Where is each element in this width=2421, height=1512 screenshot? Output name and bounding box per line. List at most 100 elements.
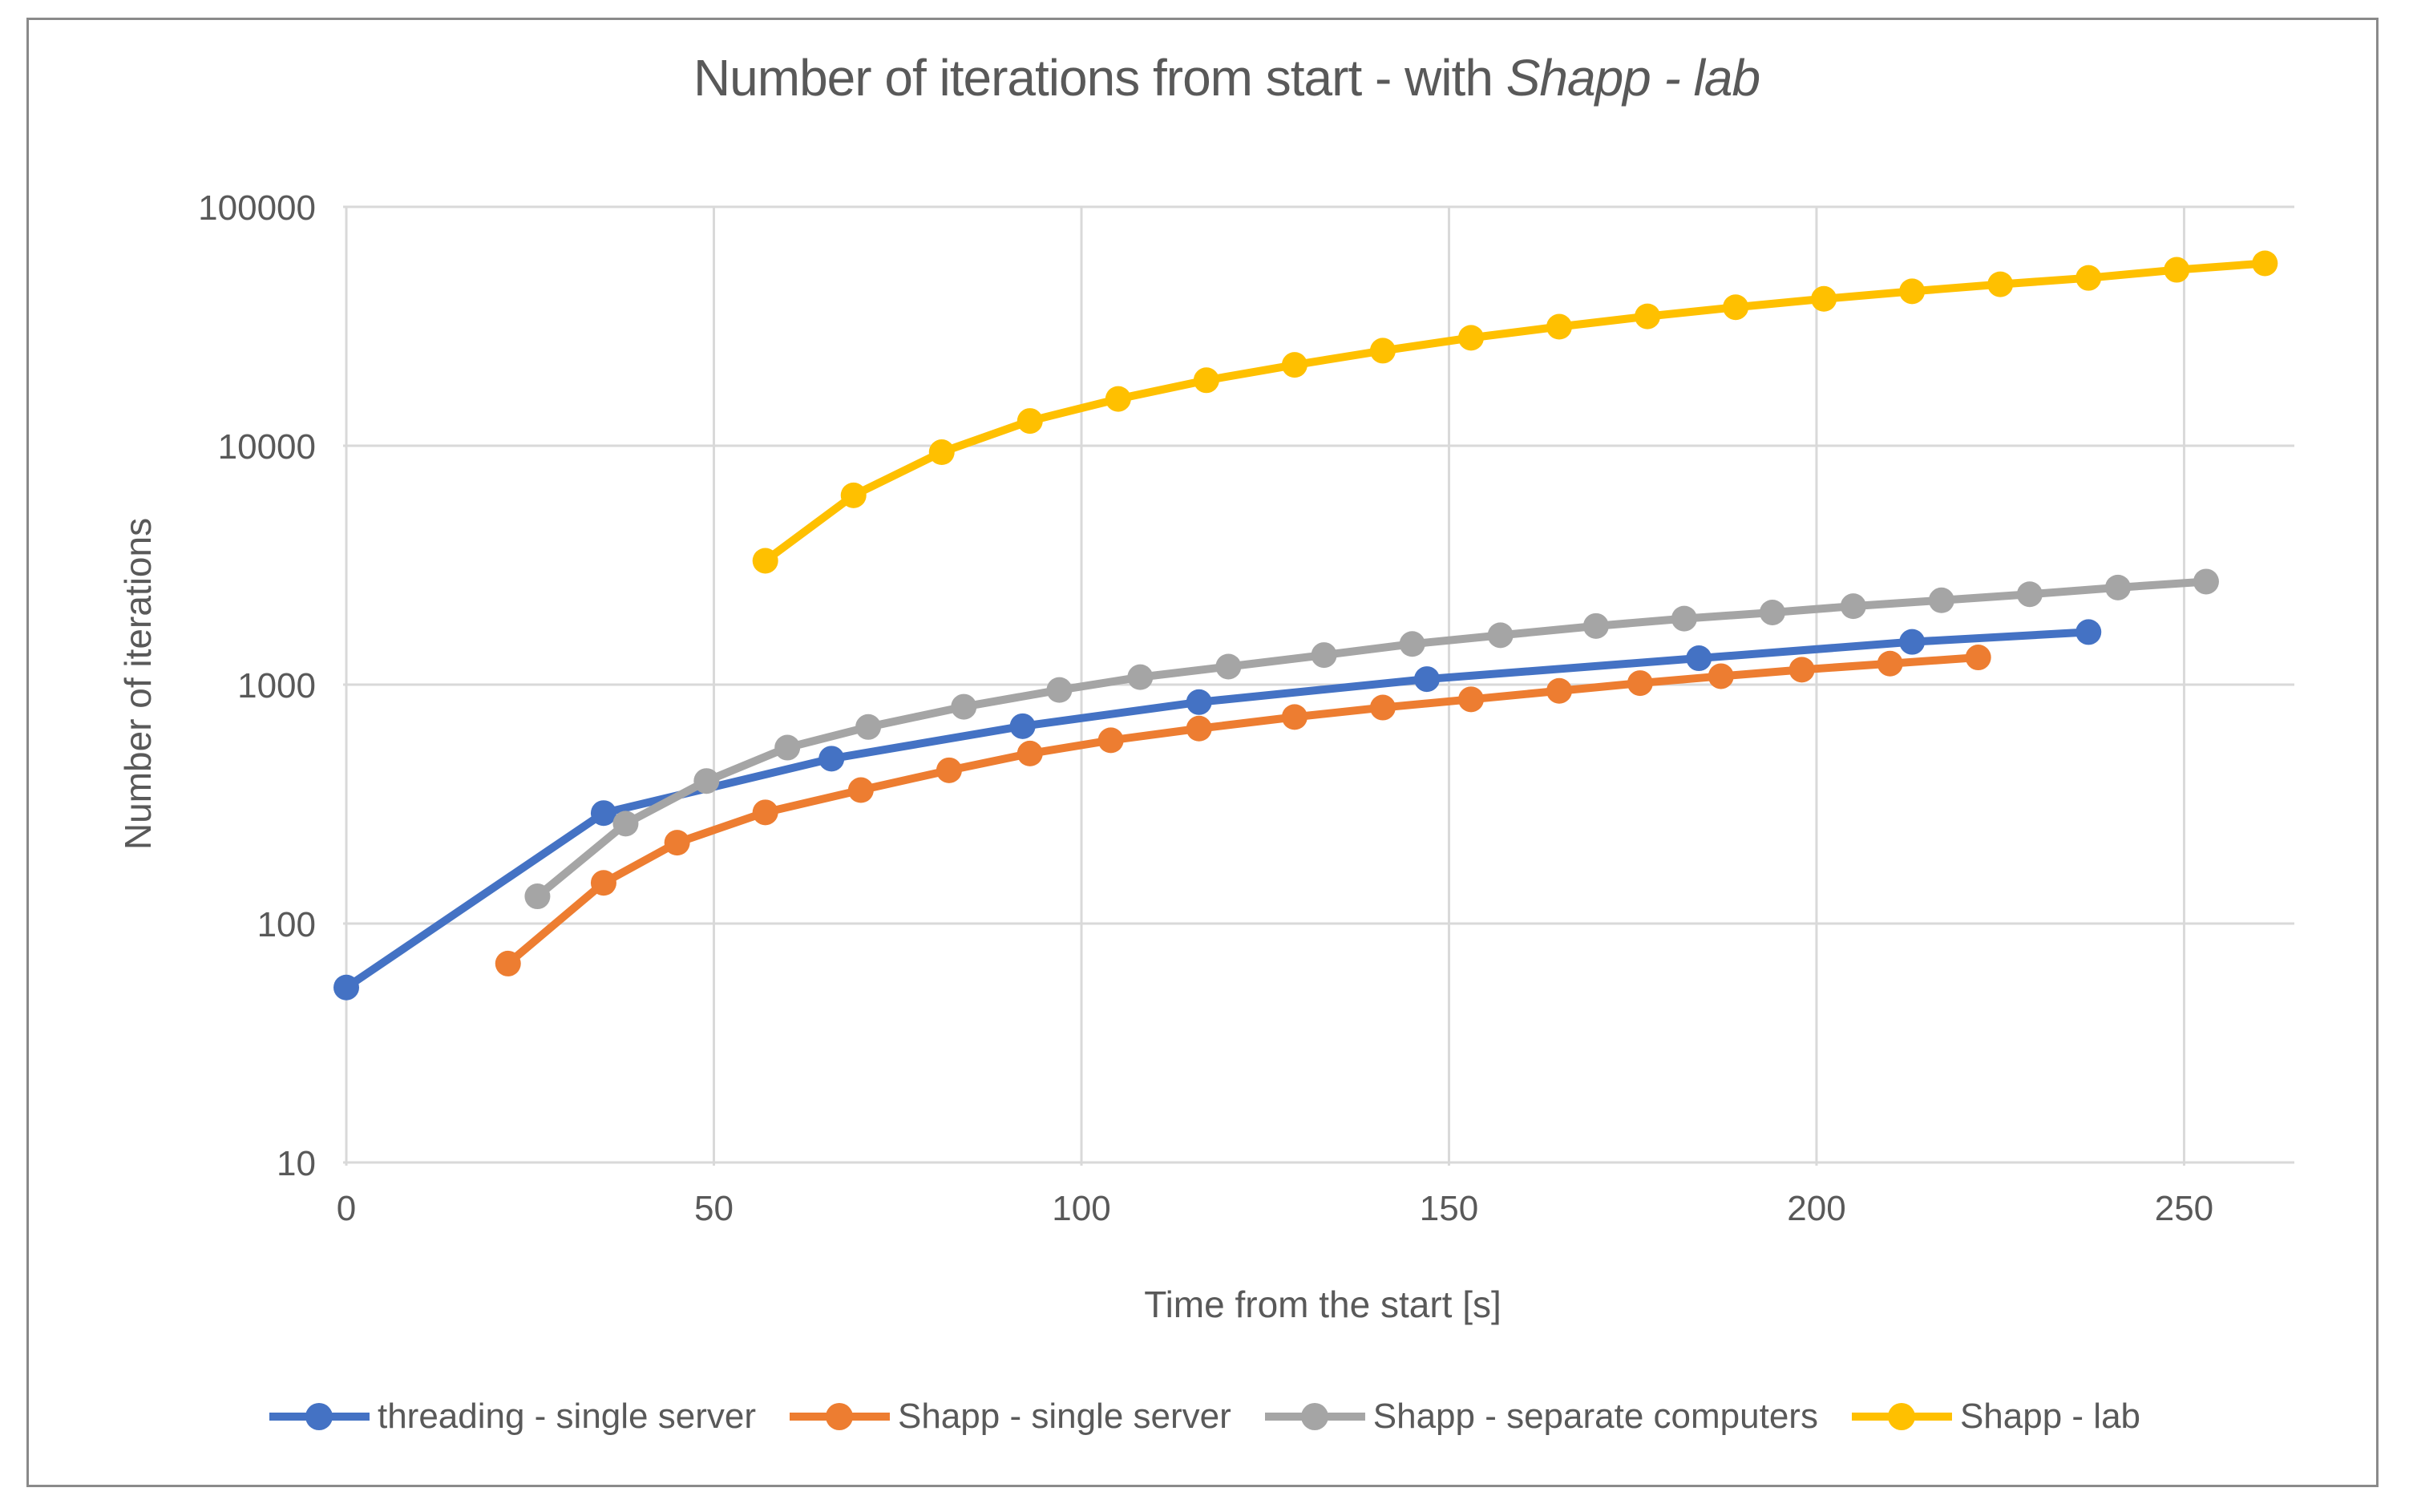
x-tick-label-200: 200 (1787, 1189, 1845, 1228)
series-marker-threading-single-server (333, 974, 359, 1001)
series-marker-shapp-single-server (590, 870, 616, 896)
series-marker-shapp-single-server (1965, 645, 1991, 671)
series-marker-shapp-single-server (1016, 740, 1043, 766)
series-marker-shapp-separate-computers (1582, 612, 1609, 639)
series-marker-shapp-lab (840, 482, 867, 508)
series-marker-threading-single-server (590, 800, 616, 827)
series-marker-shapp-separate-computers (2193, 568, 2219, 595)
series-marker-shapp-single-server (664, 830, 690, 856)
series-marker-shapp-separate-computers (1840, 593, 1866, 620)
y-tick-label-100000: 100000 (198, 188, 316, 228)
series-marker-shapp-separate-computers (612, 811, 639, 837)
series-marker-shapp-lab (1635, 303, 1661, 329)
x-axis-title: Time from the start [s] (1144, 1284, 1502, 1325)
legend-item-threading-single-server: threading - single server (269, 1397, 756, 1437)
series-marker-shapp-single-server (1788, 657, 1815, 683)
series-marker-shapp-separate-computers (1399, 631, 1425, 657)
legend-label: Shapp - lab (1959, 1397, 2141, 1436)
series-marker-shapp-single-server (1186, 715, 1212, 742)
series-marker-shapp-separate-computers (1487, 622, 1514, 649)
series-marker-shapp-separate-computers (1311, 642, 1337, 669)
series-marker-shapp-separate-computers (1759, 599, 1785, 625)
chart-title: Number of iterations from start - with S… (693, 48, 1760, 107)
series-marker-shapp-single-server (936, 757, 962, 783)
legend-marker-icon (1264, 1403, 1365, 1430)
series-marker-shapp-separate-computers (693, 768, 720, 794)
series-marker-shapp-single-server (495, 950, 521, 976)
legend-item-shapp-single-server: Shapp - single server (789, 1397, 1231, 1437)
y-tick-label-10: 10 (277, 1144, 316, 1183)
series-marker-shapp-lab (2252, 250, 2278, 277)
series-marker-threading-single-server (1413, 666, 1440, 693)
y-tick-label-10000: 10000 (218, 427, 316, 467)
chart-title-regular: Number of iterations from start - with (693, 49, 1506, 107)
series-marker-shapp-lab (2075, 265, 2102, 291)
x-tick-label-150: 150 (1420, 1189, 1478, 1228)
series-marker-shapp-separate-computers (774, 734, 801, 761)
series-marker-shapp-lab (1281, 352, 1308, 378)
series-marker-shapp-separate-computers (1928, 587, 1954, 613)
legend-marker-icon (269, 1403, 370, 1430)
series-marker-shapp-lab (1369, 338, 1396, 364)
series-marker-threading-single-server (1009, 713, 1036, 739)
series-marker-shapp-lab (1987, 271, 2014, 297)
legend-marker-icon (789, 1403, 890, 1430)
y-tick-label-1000: 1000 (237, 666, 316, 705)
series-marker-shapp-single-server (1097, 727, 1124, 754)
series-marker-shapp-separate-computers (2016, 581, 2043, 608)
series-marker-shapp-separate-computers (855, 714, 882, 740)
series-marker-shapp-single-server (1457, 686, 1484, 713)
series-line-shapp-single-server (503, 653, 1982, 968)
series-marker-shapp-lab (1457, 325, 1484, 351)
series-marker-shapp-separate-computers (2104, 574, 2131, 600)
series-marker-shapp-lab (1016, 408, 1043, 435)
series-marker-shapp-lab (1899, 278, 1926, 305)
series-marker-shapp-separate-computers (524, 883, 551, 910)
series-marker-shapp-lab (752, 548, 778, 574)
series-marker-shapp-separate-computers (1127, 664, 1154, 690)
chart-title-italic: Shapp - lab (1506, 49, 1760, 107)
legend-label: Shapp - separate computers (1372, 1397, 1818, 1436)
series-marker-shapp-lab (1105, 386, 1131, 412)
legend-label: Shapp - single server (897, 1397, 1231, 1436)
series-marker-threading-single-server (818, 746, 845, 772)
series-marker-threading-single-server (2075, 619, 2102, 645)
series-marker-shapp-single-server (1877, 650, 1903, 677)
legend-item-shapp-lab: Shapp - lab (1851, 1397, 2141, 1437)
legend-marker-icon (1851, 1403, 1952, 1430)
y-tick-label-100: 100 (257, 905, 316, 944)
legend-item-shapp-separate-computers: Shapp - separate computers (1264, 1397, 1818, 1437)
series-marker-shapp-lab (1723, 294, 1749, 321)
series-marker-shapp-separate-computers (1046, 677, 1073, 703)
series-line-shapp-lab (761, 259, 2269, 565)
series-marker-shapp-single-server (1708, 663, 1734, 689)
series-marker-shapp-single-server (1369, 694, 1396, 721)
series-marker-shapp-lab (928, 439, 955, 466)
series-marker-shapp-single-server (1281, 704, 1308, 730)
series-marker-shapp-lab (1811, 285, 1837, 312)
series-marker-shapp-lab (2164, 257, 2190, 283)
series-marker-shapp-single-server (847, 777, 874, 803)
x-tick-label-0: 0 (337, 1189, 356, 1228)
x-tick-label-50: 50 (694, 1189, 734, 1228)
series-marker-shapp-lab (1193, 367, 1219, 394)
legend: threading - single server Shapp - single … (269, 1397, 2140, 1437)
series-marker-shapp-separate-computers (951, 693, 977, 720)
chart-frame (26, 18, 2379, 1487)
y-axis-title: Number of iterations (117, 517, 159, 851)
series-marker-shapp-lab (1546, 313, 1573, 340)
series-line-shapp-separate-computers (533, 577, 2210, 901)
series-marker-shapp-separate-computers (1215, 653, 1242, 680)
legend-label: threading - single server (377, 1397, 756, 1436)
series-marker-shapp-single-server (1627, 670, 1653, 697)
series-marker-shapp-single-server (752, 799, 778, 826)
series-marker-threading-single-server (1186, 689, 1212, 715)
series-marker-shapp-separate-computers (1671, 605, 1697, 632)
series-marker-threading-single-server (1899, 629, 1926, 655)
series-marker-threading-single-server (1686, 645, 1712, 672)
series-marker-shapp-single-server (1546, 677, 1573, 704)
x-tick-label-100: 100 (1052, 1189, 1110, 1228)
x-tick-label-250: 250 (2155, 1189, 2213, 1228)
